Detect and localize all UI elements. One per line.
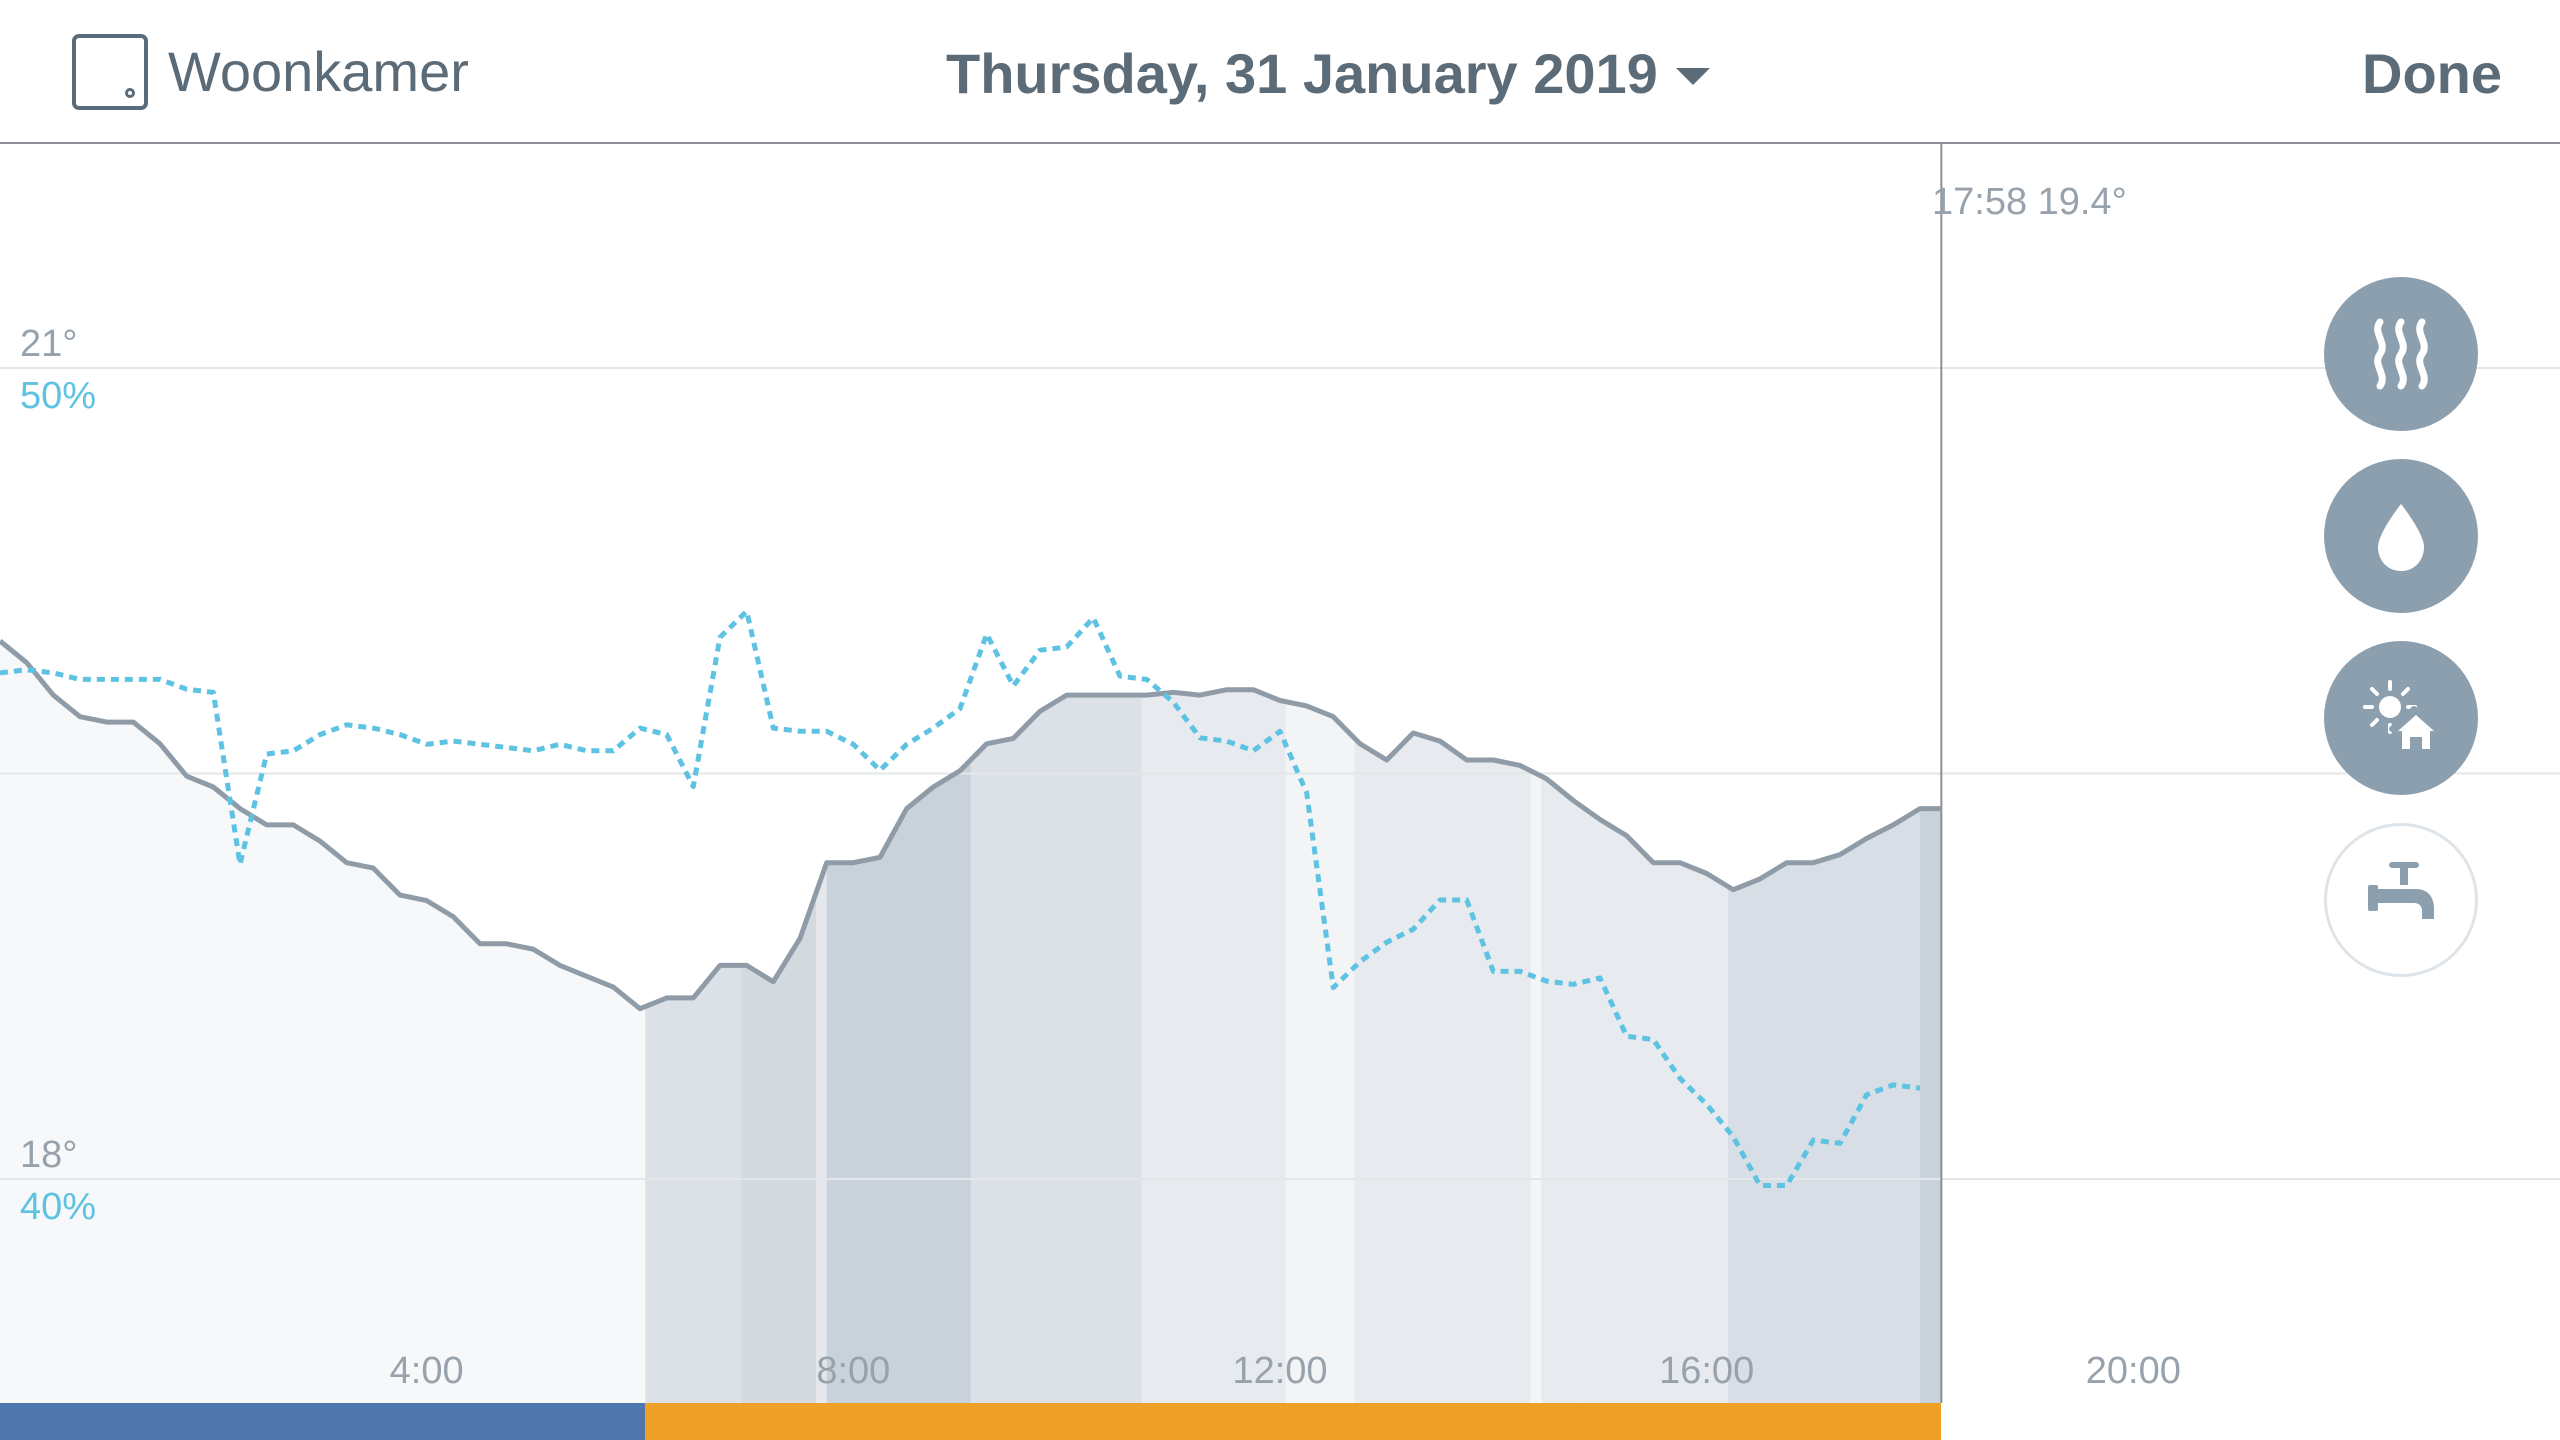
water-drop-icon <box>2378 504 2424 571</box>
humidity-toggle-button[interactable] <box>2324 459 2478 613</box>
date-dropdown[interactable]: Thursday, 31 January 2019 <box>946 36 1710 112</box>
heating-band <box>1920 641 1942 1403</box>
caret-down-icon <box>1675 67 1710 85</box>
x-tick-label: 16:00 <box>1659 1350 1754 1392</box>
water-tap-icon <box>2368 862 2434 919</box>
room-selector[interactable]: Woonkamer <box>72 32 469 112</box>
x-tick-label: 20:00 <box>2086 1350 2181 1392</box>
top-bar: Woonkamer Thursday, 31 January 2019 Done <box>0 0 2560 144</box>
program-mode-bar <box>0 1403 2560 1440</box>
date-label: Thursday, 31 January 2019 <box>946 42 1658 105</box>
sun-house-icon <box>2363 680 2439 754</box>
temperature-line <box>0 639 1942 1012</box>
heating-band <box>1141 641 1286 1403</box>
x-tick-label: 4:00 <box>390 1350 464 1392</box>
temperature-axis-label-top: 21° <box>20 323 77 365</box>
heating-band <box>970 641 1142 1403</box>
mode-segment-away <box>645 1403 1942 1440</box>
room-name: Woonkamer <box>168 40 469 103</box>
x-tick-label: 8:00 <box>816 1350 890 1392</box>
x-tick-label: 12:00 <box>1232 1350 1327 1392</box>
done-button[interactable]: Done <box>2362 42 2502 105</box>
cursor-value: 19.4° <box>2037 181 2127 223</box>
temperature-axis-label-bottom: 18° <box>20 1134 77 1176</box>
humidity-axis-label-bottom: 40% <box>20 1186 96 1228</box>
humidity-axis-label-top: 50% <box>20 375 96 417</box>
heating-band <box>1354 641 1531 1403</box>
humidity-line <box>0 608 1921 1188</box>
cursor-readout: 17:58 19.4° <box>1932 181 2127 224</box>
mode-segment-home <box>0 1403 646 1440</box>
history-graph[interactable]: 21° 50% 18° 40% 4:00 8:00 12:00 16:00 20:00 <box>0 144 2560 1440</box>
heating-band <box>816 641 827 1403</box>
cursor-time: 17:58 <box>1932 181 2028 223</box>
heating-waves-icon <box>2374 318 2428 390</box>
hot-water-toggle-button[interactable] <box>2324 823 2478 977</box>
temperature-humidity-chart[interactable]: 21° 50% 18° 40% 4:00 8:00 12:00 16:00 20:00 <box>0 144 2560 1440</box>
weather-toggle-button[interactable] <box>2324 641 2478 795</box>
room-thermostat-icon <box>72 34 148 110</box>
heating-toggle-button[interactable] <box>2324 277 2478 431</box>
